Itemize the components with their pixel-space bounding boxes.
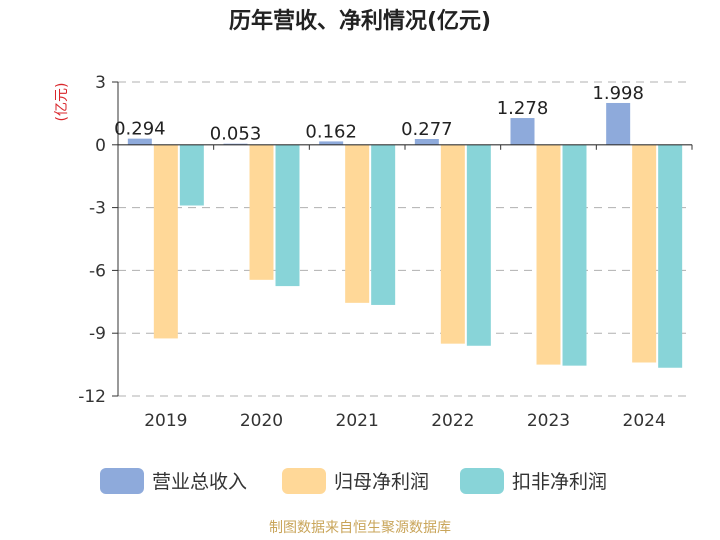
axes [112, 81, 693, 397]
data-label: 0.277 [401, 119, 453, 140]
bars [127, 102, 683, 368]
y-tick-label: -6 [89, 261, 106, 281]
bar-扣非净利润-2021 [371, 144, 396, 305]
bar-归母净利润-2022 [440, 144, 465, 344]
bar-扣非净利润-2024 [658, 144, 683, 368]
bar-营业总收入-2023 [510, 118, 535, 145]
legend: 营业总收入 归母净利润 扣非净利润 [100, 468, 607, 494]
y-tick-label: -9 [89, 324, 106, 344]
y-axis-label: (亿元) [54, 83, 70, 122]
data-label: 0.162 [305, 121, 357, 142]
data-label: 1.278 [497, 98, 549, 119]
bar-扣非净利润-2022 [466, 144, 491, 346]
bar-营业总收入-2019 [127, 138, 152, 145]
legend-swatch [460, 468, 504, 494]
y-tick-label: 3 [95, 73, 106, 93]
data-labels: 0.294 0.053 0.162 0.277 1.278 1.998 [114, 83, 644, 145]
data-label: 1.998 [592, 83, 644, 104]
bar-归母净利润-2020 [249, 144, 274, 280]
x-tick-label: 2021 [336, 411, 379, 431]
legend-swatch [282, 468, 326, 494]
grid-lines [118, 81, 692, 397]
bar-扣非净利润-2019 [179, 144, 204, 206]
bar-扣非净利润-2023 [562, 144, 587, 366]
y-tick-label: 0 [95, 136, 106, 156]
data-label: 0.294 [114, 119, 166, 140]
bar-营业总收入-2022 [414, 139, 439, 145]
bar-归母净利润-2023 [536, 144, 561, 365]
bar-营业总收入-2021 [319, 141, 344, 145]
tick-labels: 3 0 -3 -6 -9 -12 2019 2020 2021 2022 2023 2024 [78, 73, 666, 431]
x-tick-label: 2024 [623, 411, 666, 431]
bar-扣非净利润-2020 [275, 144, 300, 287]
legend-label: 营业总收入 [152, 471, 247, 493]
y-tick-label: -3 [89, 199, 106, 219]
bar-营业总收入-2024 [606, 102, 631, 145]
x-tick-label: 2023 [527, 411, 570, 431]
legend-label: 扣非净利润 [512, 471, 607, 493]
x-tick-label: 2022 [431, 411, 474, 431]
legend-swatch [100, 468, 144, 494]
legend-label: 归母净利润 [334, 471, 429, 493]
data-label: 0.053 [210, 124, 262, 145]
source-note: 制图数据来自恒生聚源数据库 [269, 520, 451, 536]
x-tick-label: 2019 [144, 411, 187, 431]
bar-归母净利润-2021 [345, 144, 370, 303]
bar-归母净利润-2019 [153, 144, 178, 339]
bar-归母净利润-2024 [632, 144, 657, 363]
x-tick-label: 2020 [240, 411, 283, 431]
chart-title: 历年营收、净利情况(亿元) [229, 8, 491, 34]
y-tick-label: -12 [78, 387, 106, 407]
